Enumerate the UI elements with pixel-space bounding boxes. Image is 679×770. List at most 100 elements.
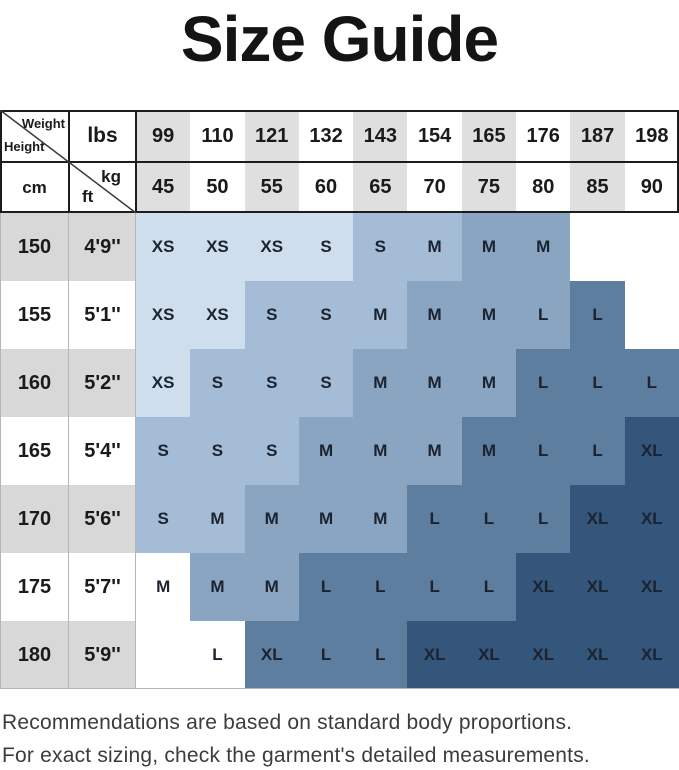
weight-kg-value: 80 [516,162,571,213]
size-cell: S [298,213,354,281]
height-cm-cell: 175 [0,553,69,621]
size-cell: XL [516,553,571,621]
size-cell: L [190,621,245,689]
size-cell: M [244,553,299,621]
size-cell: L [516,349,571,417]
height-cm-cell: 170 [0,485,69,553]
body-bottom-border [0,688,679,689]
lbs-unit-label: lbs [87,124,118,147]
weight-lbs-value: 121 [244,110,299,162]
height-ft-cell: 5'2'' [69,349,136,417]
size-cell [624,213,679,281]
weight-lbs-value: 165 [461,110,517,162]
size-cell: S [244,349,299,417]
size-cell: M [461,349,517,417]
height-axis-label: Height [4,139,45,154]
weight-lbs-value: 132 [298,110,354,162]
size-cell: XL [516,621,571,689]
footer-line2: For exact sizing, check the garment's de… [2,744,590,767]
weight-lbs-value: 187 [570,110,625,162]
body-col1-border [68,213,69,689]
size-cell: XS [136,349,191,417]
cm-unit-label: cm [22,177,47,197]
page-title: Size Guide [180,3,499,75]
header-col2-border [135,110,137,213]
size-cell: M [407,417,462,485]
size-cell: XS [136,213,191,281]
weight-lbs-value: 99 [136,110,191,162]
weight-kg-value: 50 [190,162,245,213]
size-cell: S [190,349,245,417]
size-cell: S [190,417,245,485]
weight-kg-value: 90 [624,162,679,213]
size-cell: L [298,621,354,689]
size-cell: L [353,553,408,621]
size-cell: XL [624,553,679,621]
size-cell: XL [624,485,679,553]
size-cell: M [407,281,462,349]
size-cell: M [407,213,462,281]
size-cell: L [516,485,571,553]
size-chart: Weight Height lbs cm kg ft [0,110,679,689]
size-cell: L [298,553,354,621]
lbs-unit-cell: lbs [69,110,136,162]
size-cell: XS [190,213,245,281]
height-cm-cell: 180 [0,621,69,689]
size-cell: XL [624,621,679,689]
size-cell: XS [244,213,299,281]
body-col2-border [135,213,136,689]
weight-lbs-value: 154 [407,110,462,162]
size-cell: M [190,485,245,553]
size-cell: L [461,485,517,553]
size-cell: M [516,213,571,281]
kg-ft-unit-cell: kg ft [69,162,136,213]
size-cell: L [570,281,625,349]
size-cell: L [407,553,462,621]
height-cm-cell: 160 [0,349,69,417]
size-cell: L [461,553,517,621]
size-cell: S [136,485,191,553]
size-cell: S [244,281,299,349]
kg-unit-label: kg [101,167,121,186]
weight-kg-value: 65 [353,162,408,213]
size-cell: M [353,349,408,417]
size-cell: XL [570,621,625,689]
size-cell: S [353,213,408,281]
header-top-border [0,110,679,112]
size-cell [570,213,625,281]
weight-lbs-value: 110 [190,110,245,162]
size-cell: XL [461,621,517,689]
height-ft-cell: 5'7'' [69,553,136,621]
size-cell: XL [570,553,625,621]
weight-lbs-value: 176 [516,110,571,162]
header-right-border [677,110,679,213]
height-ft-cell: 5'1'' [69,281,136,349]
height-ft-cell: 5'6'' [69,485,136,553]
size-cell: M [353,281,408,349]
size-cell: M [407,349,462,417]
size-cell: M [244,485,299,553]
weight-kg-value: 85 [570,162,625,213]
weight-kg-value: 70 [407,162,462,213]
header-col1-border [68,110,70,213]
size-cell: L [516,281,571,349]
size-cell: XS [136,281,191,349]
size-cell: L [624,349,679,417]
header-bottom-border [0,211,679,213]
size-cell: S [244,417,299,485]
size-cell: L [570,417,625,485]
weight-kg-value: 60 [298,162,354,213]
height-ft-cell: 5'9'' [69,621,136,689]
size-cell: XL [570,485,625,553]
size-cell: M [298,485,354,553]
cm-unit-cell: cm [0,162,69,213]
corner-weight-height-cell: Weight Height [0,110,69,162]
weight-kg-value: 55 [244,162,299,213]
size-cell: M [298,417,354,485]
weight-lbs-value: 198 [624,110,679,162]
size-cell: M [461,281,517,349]
height-cm-cell: 150 [0,213,69,281]
size-cell: XS [190,281,245,349]
size-cell: L [353,621,408,689]
